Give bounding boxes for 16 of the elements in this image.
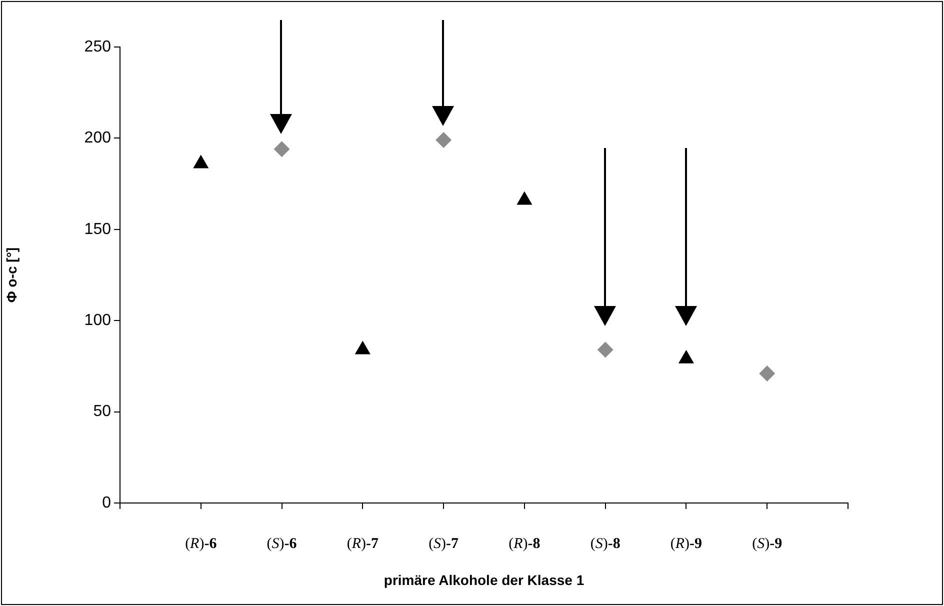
y-tick-label: 0 — [102, 494, 112, 512]
x-tick-label: (S)-9 — [752, 536, 782, 552]
y-axis-title: Φ o-c [°] — [3, 247, 20, 303]
x-tick-label: (R)-6 — [185, 536, 218, 552]
x-tick-label: (S)-7 — [428, 536, 460, 552]
y-tick-label: 200 — [84, 130, 112, 147]
y-tick-label: 250 — [84, 38, 112, 56]
x-tick-label: (R)-7 — [346, 536, 379, 552]
x-tick-label: (R)-8 — [508, 536, 540, 552]
x-tick-label: (R)-9 — [670, 536, 702, 552]
y-tick-label: 150 — [84, 220, 112, 238]
x-tick-label: (S)-6 — [266, 536, 298, 552]
x-tick-label: (S)-8 — [590, 536, 620, 552]
x-axis-title: primäre Alkohole der Klasse 1 — [384, 572, 584, 588]
y-tick-label: 50 — [93, 403, 112, 420]
y-tick-label: 100 — [84, 312, 112, 330]
